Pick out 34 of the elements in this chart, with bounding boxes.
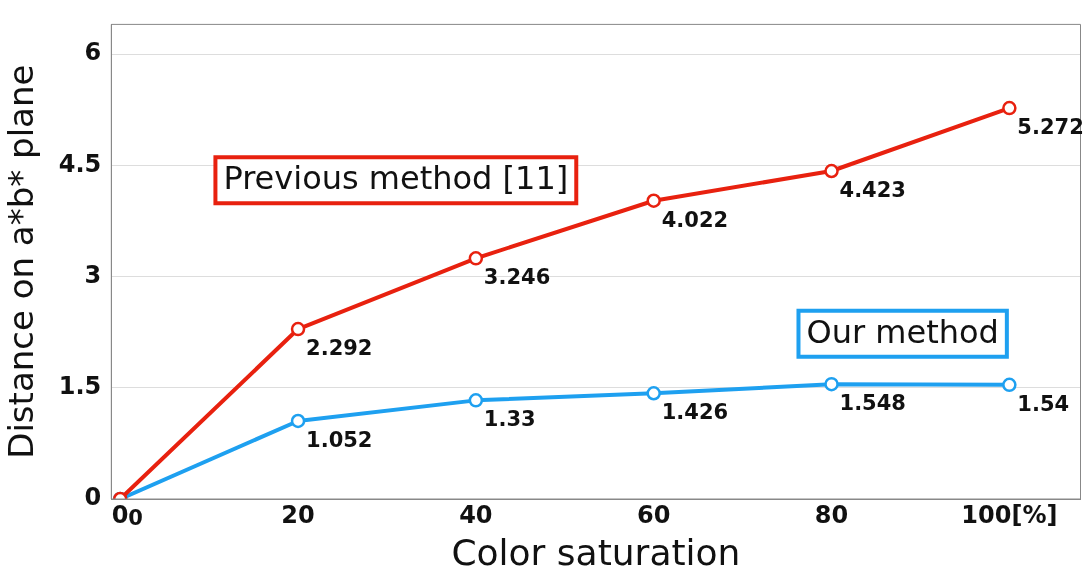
data-label: 1.548 — [839, 391, 906, 416]
x-tick-label: 100[%] — [961, 500, 1058, 529]
y-tick-label: 4.5 — [58, 149, 102, 178]
data-label: 1.426 — [661, 400, 729, 425]
point — [290, 321, 306, 337]
point — [1002, 377, 1017, 393]
x-tick-label: 20 — [281, 500, 315, 529]
y-tick-label: 6 — [84, 38, 102, 67]
point — [468, 251, 484, 266]
y-tick-label: 1.5 — [58, 372, 102, 400]
point — [646, 386, 661, 401]
x-tick-label: 40 — [459, 500, 493, 529]
x-tick-label: 80 — [814, 500, 849, 529]
x-tick-label: 0 — [111, 500, 129, 529]
data-label: 4.423 — [839, 177, 906, 202]
point — [468, 393, 484, 408]
point — [824, 376, 839, 392]
point — [290, 413, 306, 429]
data-label: 2.292 — [306, 335, 373, 360]
data-label: 1.54 — [1017, 391, 1070, 416]
x-tick-label: 60 — [637, 500, 671, 529]
x-axis-title: Color saturation — [451, 531, 741, 573]
data-label: 4.022 — [661, 207, 729, 232]
data-label: 3.246 — [483, 265, 551, 290]
point — [646, 193, 661, 208]
data-label: 5.272 — [1017, 115, 1084, 139]
data-label: 1.052 — [306, 427, 373, 452]
y-tick-label: 3 — [84, 260, 102, 289]
point — [1002, 100, 1017, 116]
y-axis-title: Distance on a*b* plane — [1, 64, 42, 459]
series-label: Previous method [11] — [223, 159, 569, 198]
data-label: 1.33 — [483, 407, 536, 432]
point — [824, 163, 839, 179]
series-label: Our method — [806, 312, 999, 351]
